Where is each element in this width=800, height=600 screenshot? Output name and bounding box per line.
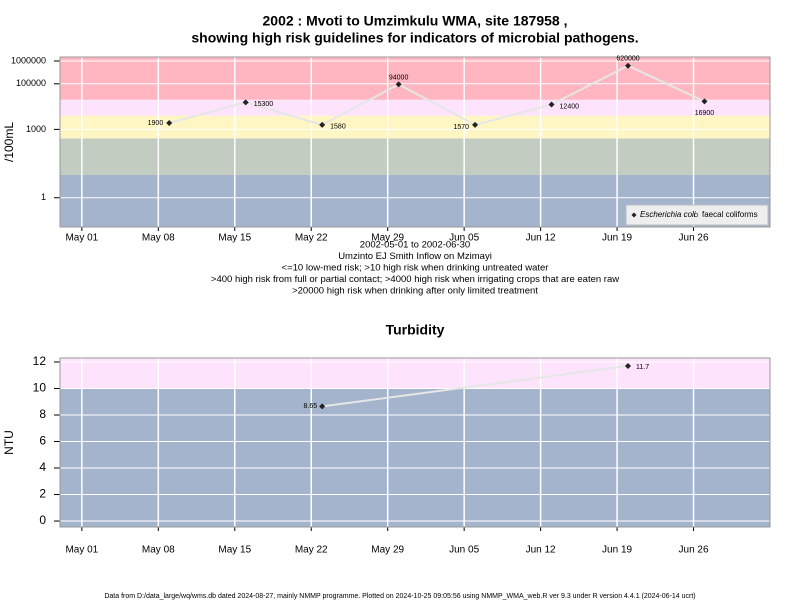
x-tick-label: May 08 bbox=[142, 545, 175, 556]
data-point bbox=[395, 81, 402, 88]
legend-label: faecal coliforms bbox=[702, 210, 758, 219]
value-label: 1580 bbox=[330, 124, 346, 131]
x-tick-label: May 15 bbox=[218, 233, 251, 244]
y-tick-label: 1000000 bbox=[11, 55, 46, 65]
value-label: 94000 bbox=[389, 74, 409, 81]
risk-band bbox=[60, 138, 770, 175]
x-tick-label: May 15 bbox=[218, 545, 251, 556]
value-label: 16900 bbox=[695, 110, 715, 117]
data-point bbox=[242, 99, 249, 106]
series-line bbox=[168, 64, 705, 126]
y-axis-label: /100mL bbox=[2, 122, 16, 162]
data-point bbox=[472, 121, 479, 128]
data-point bbox=[625, 362, 631, 369]
value-label: 620000 bbox=[616, 56, 639, 63]
y-tick-label: 10 bbox=[33, 381, 47, 395]
legend-label: Escherichia coli bbox=[640, 210, 696, 219]
value-label: 12400 bbox=[560, 103, 580, 110]
value-label: 1900 bbox=[148, 120, 164, 127]
x-tick-label: May 01 bbox=[65, 545, 98, 556]
data-point bbox=[166, 120, 173, 127]
x-tick-label: Jun 12 bbox=[526, 233, 556, 244]
risk-band bbox=[60, 358, 770, 389]
note: Umzinto EJ Smith Inflow on Mzimayi bbox=[338, 251, 492, 262]
data-point bbox=[548, 101, 555, 108]
y-tick-label: 100000 bbox=[16, 78, 46, 88]
legend: Escherichia coli faecal coliforms bbox=[625, 204, 769, 226]
x-tick-label: Jun 12 bbox=[526, 545, 556, 556]
y-tick-label: 1000 bbox=[26, 124, 46, 134]
value-label: 15300 bbox=[254, 101, 274, 108]
data-point bbox=[625, 62, 631, 69]
data-point bbox=[319, 121, 326, 128]
note: >20000 high risk when drinking after onl… bbox=[292, 286, 538, 297]
x-tick-label: May 08 bbox=[142, 233, 175, 244]
value-label: 11.7 bbox=[636, 364, 649, 371]
x-tick-label: Jun 05 bbox=[449, 233, 479, 244]
footer: Data from D:/data_large/wq/wms.db dated … bbox=[104, 593, 695, 600]
y-tick-label: 12 bbox=[33, 354, 47, 368]
x-tick-label: May 01 bbox=[65, 233, 98, 244]
plot-frame bbox=[59, 56, 771, 228]
risk-band bbox=[60, 99, 770, 116]
x-tick-label: May 29 bbox=[371, 545, 404, 556]
y-tick-label: 4 bbox=[39, 460, 46, 474]
chart-title: Turbidity bbox=[386, 322, 445, 338]
chart-title: 2002 : Mvoti to Umzimkulu WMA, site 1879… bbox=[263, 13, 568, 29]
legend-marker bbox=[631, 212, 637, 218]
chart-title: showing high risk guidelines for indicat… bbox=[191, 30, 638, 46]
x-tick-label: May 29 bbox=[371, 233, 404, 244]
x-tick-label: Jun 26 bbox=[679, 545, 709, 556]
legend-marker bbox=[693, 212, 699, 218]
plot-frame bbox=[59, 357, 771, 528]
note: 2002-05-01 to 2002-06-30 bbox=[360, 240, 470, 251]
data-point bbox=[319, 403, 326, 410]
x-tick-label: Jun 05 bbox=[449, 545, 479, 556]
x-tick-label: Jun 26 bbox=[679, 233, 709, 244]
x-tick-label: Jun 19 bbox=[602, 233, 632, 244]
data-point bbox=[701, 98, 708, 105]
value-label: 8.65 bbox=[304, 403, 318, 410]
x-tick-label: May 22 bbox=[295, 545, 328, 556]
value-label: 1570 bbox=[453, 124, 469, 131]
risk-band bbox=[60, 115, 770, 139]
series-line bbox=[322, 364, 629, 408]
y-tick-label: 1 bbox=[41, 192, 46, 202]
y-tick-label: 8 bbox=[39, 407, 46, 421]
y-tick-label: 6 bbox=[39, 434, 46, 448]
y-tick-label: 0 bbox=[39, 513, 46, 527]
note: >400 high risk from full or partial cont… bbox=[211, 274, 619, 285]
x-tick-label: Jun 19 bbox=[602, 545, 632, 556]
risk-band bbox=[60, 388, 770, 527]
y-axis-label: NTU bbox=[2, 430, 16, 455]
legend-box bbox=[625, 204, 769, 226]
x-tick-label: May 22 bbox=[295, 233, 328, 244]
y-tick-label: 2 bbox=[39, 487, 46, 501]
note: <=10 low-med risk; >10 high risk when dr… bbox=[282, 263, 549, 274]
